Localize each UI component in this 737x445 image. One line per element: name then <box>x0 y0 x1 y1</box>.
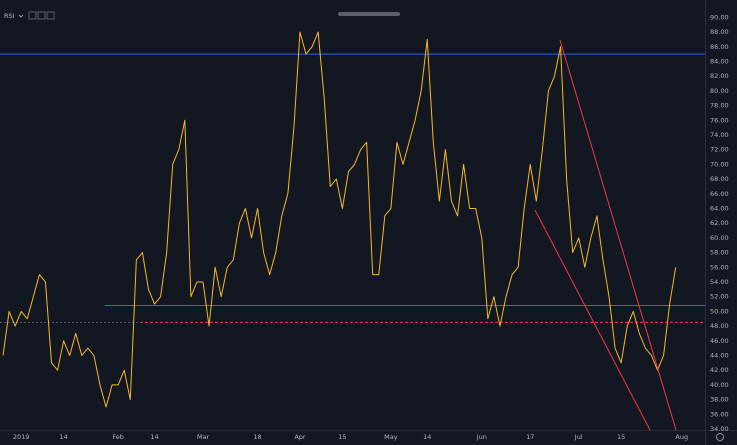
y-tick-label: 40.00 <box>710 381 729 389</box>
icon-button[interactable] <box>28 11 37 20</box>
x-tick-label: 14 <box>150 433 158 441</box>
x-tick-label: 14 <box>59 433 67 441</box>
x-tick-label: Jul <box>574 433 583 441</box>
x-tick-label: Apr <box>294 433 306 441</box>
x-tick-label: 2019 <box>13 433 30 441</box>
y-tick-label: 66.00 <box>710 190 729 198</box>
y-tick-label: 76.00 <box>710 116 729 124</box>
x-tick-label: Jun <box>476 433 487 441</box>
y-tick-label: 52.00 <box>710 293 729 301</box>
y-tick-label: 90.00 <box>710 13 729 21</box>
y-tick-label: 36.00 <box>710 410 729 418</box>
x-tick-label: Feb <box>112 433 124 441</box>
y-tick-label: 78.00 <box>710 102 729 110</box>
y-tick-label: 86.00 <box>710 43 729 51</box>
x-tick-label: Aug <box>675 433 688 441</box>
x-tick-label: 17 <box>526 433 534 441</box>
y-tick-label: 74.00 <box>710 131 729 139</box>
y-tick-label: 82.00 <box>710 72 729 80</box>
x-tick-label: 14 <box>423 433 431 441</box>
rsi-line <box>2 31 677 408</box>
x-tick-label: Mar <box>197 433 210 441</box>
y-tick-label: 62.00 <box>710 219 729 227</box>
icon-button[interactable] <box>46 11 55 20</box>
y-tick-label: 68.00 <box>710 175 729 183</box>
y-tick-label: 42.00 <box>710 366 729 374</box>
y-tick-label: 50.00 <box>710 307 729 315</box>
y-tick-label: 46.00 <box>710 337 729 345</box>
x-tick-label: 15 <box>338 433 346 441</box>
y-tick-label: 38.00 <box>710 396 729 404</box>
y-tick-label: 84.00 <box>710 57 729 65</box>
y-tick-label: 80.00 <box>710 87 729 95</box>
y-tick-label: 44.00 <box>710 351 729 359</box>
y-tick-label: 58.00 <box>710 249 729 257</box>
settings-icon[interactable] <box>716 433 724 441</box>
y-tick-label: 34.00 <box>710 425 729 433</box>
pane-handle[interactable] <box>338 12 400 16</box>
y-tick-label: 54.00 <box>710 278 729 286</box>
plot-area <box>0 31 705 408</box>
y-tick-label: 56.00 <box>710 263 729 271</box>
x-tick-label: May <box>384 433 398 441</box>
y-tick-label: 48.00 <box>710 322 729 330</box>
x-tick-label: 18 <box>253 433 261 441</box>
trend-line <box>534 209 651 431</box>
y-tick-label: 88.00 <box>710 28 729 36</box>
icon-button[interactable] <box>37 11 46 20</box>
y-tick-label: 70.00 <box>710 160 729 168</box>
y-tick-label: 64.00 <box>710 204 729 212</box>
x-tick-label: 15 <box>617 433 625 441</box>
y-tick-label: 72.00 <box>710 146 729 154</box>
trend-line <box>559 39 677 431</box>
y-tick-label: 60.00 <box>710 234 729 242</box>
indicator-name: RSI <box>4 12 15 20</box>
indicator-menu[interactable] <box>18 14 24 18</box>
